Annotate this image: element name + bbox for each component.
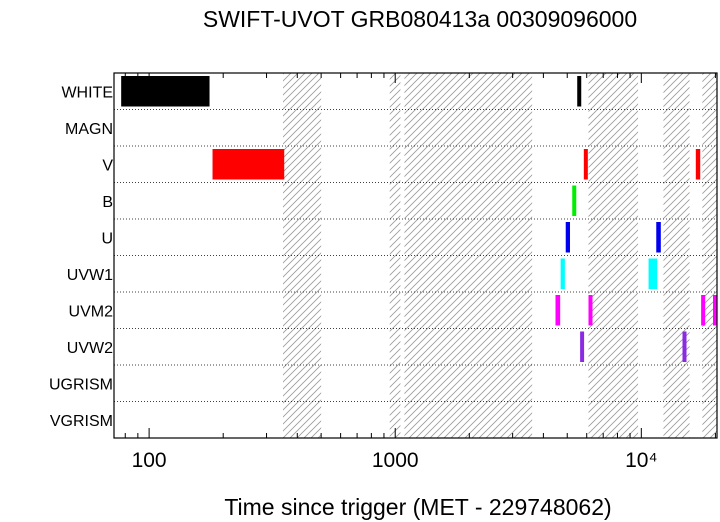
row-label-white: WHITE xyxy=(61,84,113,101)
row-label-magn: MAGN xyxy=(65,121,113,138)
exposure-bar-uvw1 xyxy=(560,258,565,289)
row-label-ugrism: UGRISM xyxy=(49,376,113,393)
exposure-bar-uvm2 xyxy=(588,295,593,326)
gap-region-4 xyxy=(663,73,690,438)
exposure-bar-uvm2 xyxy=(713,295,717,326)
gap-region-1 xyxy=(389,73,401,438)
tick-label-1000: 1000 xyxy=(372,449,419,472)
x-axis-ticks xyxy=(124,73,716,438)
exposure-bar-uvm2 xyxy=(555,295,561,326)
row-label-uvm2: UVM2 xyxy=(69,303,114,320)
chart-title: SWIFT-UVOT GRB080413a 00309096000 xyxy=(203,6,637,32)
x-axis-tick-labels: 100 1000 10⁴ xyxy=(132,449,658,472)
exposure-bars xyxy=(121,76,717,362)
gap-region-3 xyxy=(588,73,639,438)
row-label-uvw2: UVW2 xyxy=(67,340,113,357)
exposure-bar-uvw2 xyxy=(580,331,585,362)
row-label-v: V xyxy=(102,157,113,174)
gap-region-5 xyxy=(702,73,717,438)
row-label-u: U xyxy=(101,230,113,247)
filter-rows: WHITE MAGN V B U UVW1 UVM2 UVW2 UGRISM VGRISM xyxy=(49,84,717,430)
gap-region-0 xyxy=(283,73,322,438)
exposure-bar-white xyxy=(577,76,582,107)
exposure-bar-uvw2 xyxy=(682,331,687,362)
tick-label-10000: 10⁴ xyxy=(625,449,657,472)
exposure-bar-v xyxy=(695,149,701,180)
exposure-bar-b xyxy=(572,185,577,216)
exposure-bar-v xyxy=(583,149,588,180)
row-label-uvw1: UVW1 xyxy=(67,267,113,284)
row-label-vgrism: VGRISM xyxy=(50,413,113,430)
exposure-bar-uvw1 xyxy=(648,258,658,289)
exposure-bar-u xyxy=(656,222,661,253)
exposure-bar-white xyxy=(121,76,210,107)
x-axis-label: Time since trigger (MET - 229748062) xyxy=(224,494,611,520)
observation-gaps xyxy=(283,73,717,438)
exposure-bar-v xyxy=(212,149,285,180)
row-label-b: B xyxy=(102,194,113,211)
exposure-bar-u xyxy=(565,222,570,253)
plot-frame xyxy=(113,72,718,439)
tick-label-100: 100 xyxy=(132,449,167,472)
exposure-bar-uvm2 xyxy=(701,295,706,326)
